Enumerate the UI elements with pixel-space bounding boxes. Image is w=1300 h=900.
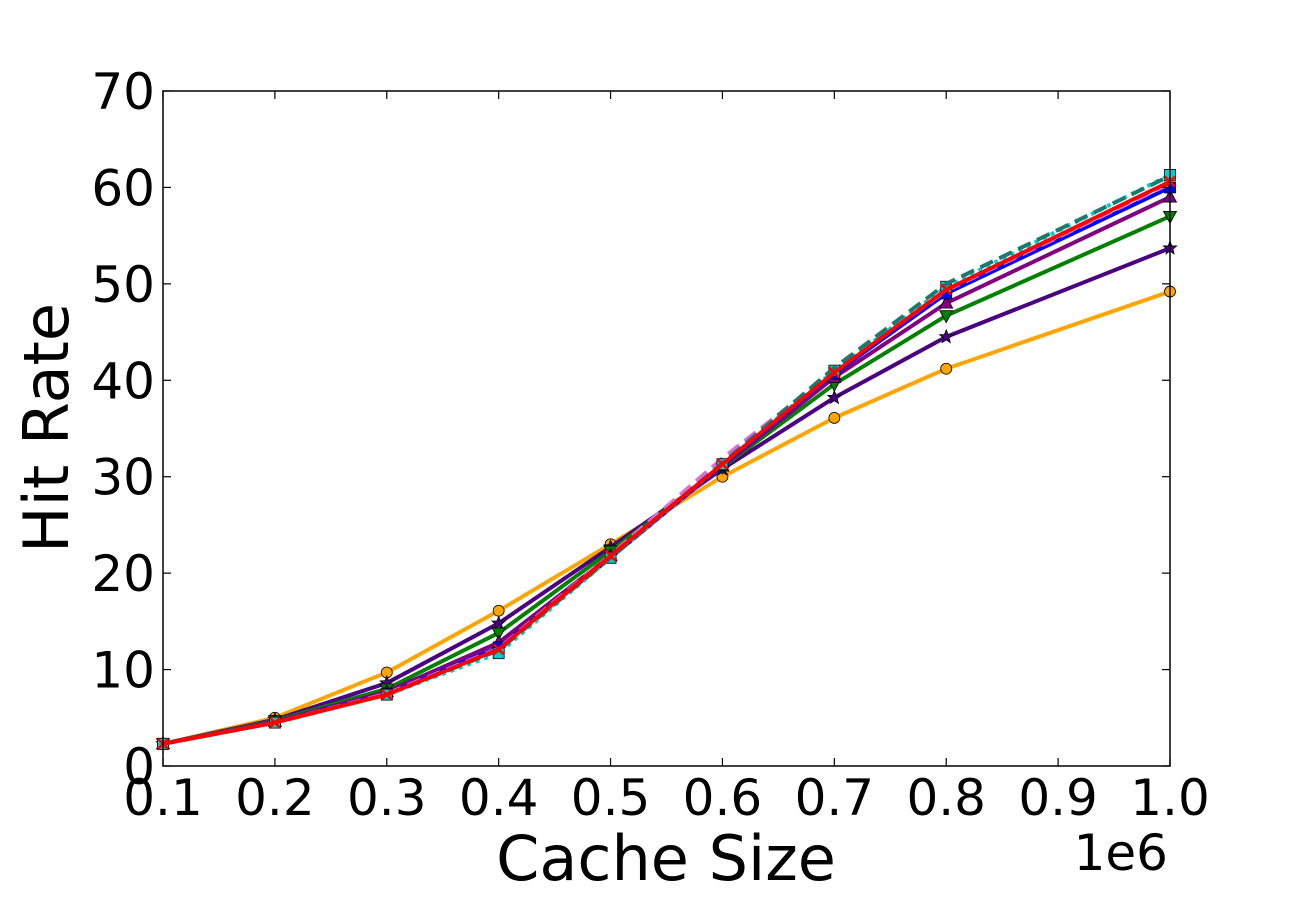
data-point: [716, 458, 729, 471]
data-point: [826, 389, 843, 405]
x-tick-label: 0.5: [571, 769, 651, 827]
x-tick-label: 0.2: [235, 769, 315, 827]
y-tick-label: 0: [123, 738, 155, 796]
x-axis-label: Cache Size: [496, 822, 836, 895]
series-layer: [155, 168, 1178, 752]
y-tick-label: 50: [91, 256, 155, 314]
data-point: [492, 643, 505, 656]
tick-layer: 0.1 0.2 0.3 0.4 0.5 0.6 0.7 0.8 0.9 1.0 0 10 20 30 40 5…: [91, 63, 1209, 827]
data-point: [828, 411, 841, 424]
y-tick-label: 60: [91, 159, 155, 217]
data-point: [604, 549, 617, 562]
data-point: [939, 295, 954, 309]
series-9: [157, 175, 1176, 750]
data-point: [939, 310, 954, 324]
y-tick-label: 20: [91, 545, 155, 603]
x-tick-label: 0.4: [459, 769, 539, 827]
y-axis-label: Hit Rate: [10, 303, 83, 553]
data-point: [492, 604, 505, 617]
data-point: [828, 366, 841, 379]
data-point: [269, 716, 281, 729]
x-tick-label: 0.7: [795, 769, 875, 827]
y-tick-label: 40: [91, 352, 155, 410]
data-point: [380, 688, 393, 701]
plot-area: [163, 91, 1170, 766]
x-tick-label: 0.6: [683, 769, 763, 827]
x-tick-label: 1.0: [1130, 769, 1210, 827]
data-point: [940, 283, 953, 296]
plot-frame: [162, 90, 1171, 767]
data-point: [940, 362, 953, 375]
x-tick-label: 0.8: [906, 769, 986, 827]
x-offset-label: 1e6: [1074, 824, 1168, 882]
y-tick-label: 70: [91, 63, 155, 121]
x-tick-label: 0.1: [123, 769, 203, 827]
data-point: [938, 328, 954, 344]
y-tick-label: 30: [91, 449, 155, 507]
data-point: [491, 627, 506, 641]
x-tick-label: 0.3: [347, 769, 427, 827]
x-tick-label: 0.9: [1018, 769, 1098, 827]
data-point: [490, 615, 507, 630]
y-tick-label: 10: [91, 642, 155, 700]
